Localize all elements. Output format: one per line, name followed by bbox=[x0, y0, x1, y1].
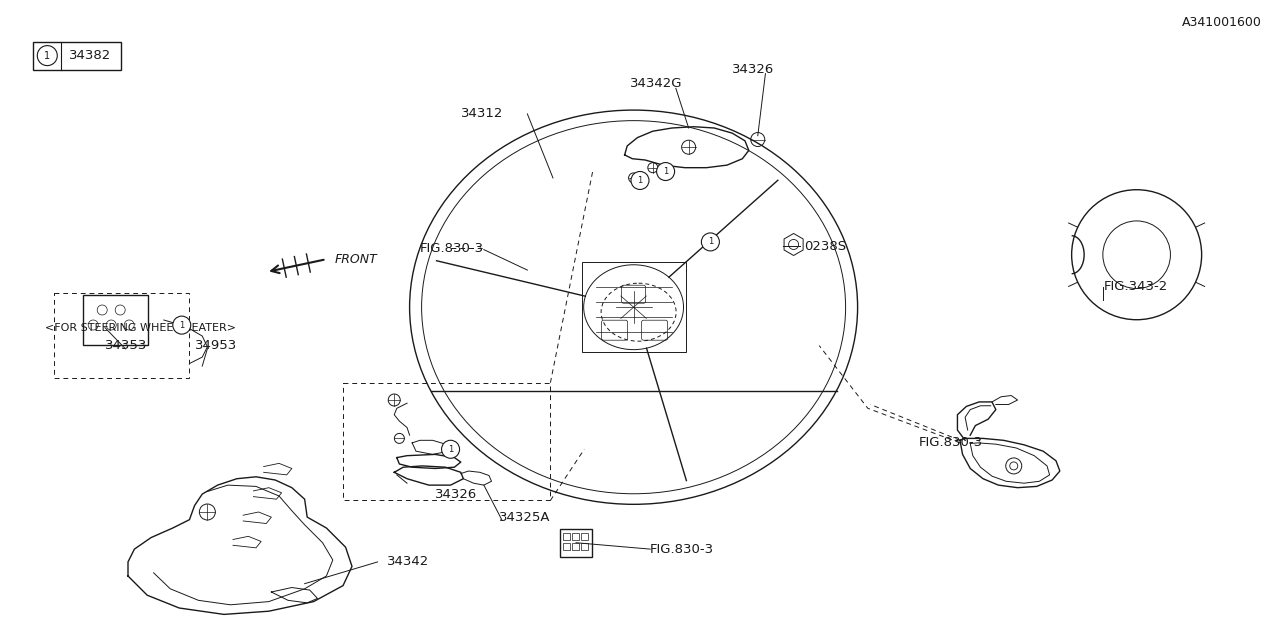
Text: 34953: 34953 bbox=[195, 339, 237, 352]
Text: 1: 1 bbox=[45, 51, 50, 61]
Text: FRONT: FRONT bbox=[334, 253, 378, 266]
Text: FIG.830-3: FIG.830-3 bbox=[650, 543, 714, 556]
Text: 34326: 34326 bbox=[435, 488, 477, 500]
Text: 1: 1 bbox=[708, 237, 713, 246]
Circle shape bbox=[442, 440, 460, 458]
Text: 34353: 34353 bbox=[105, 339, 147, 352]
Text: A341001600: A341001600 bbox=[1183, 15, 1262, 29]
Text: 1: 1 bbox=[448, 445, 453, 454]
Text: FIG.343-2: FIG.343-2 bbox=[1103, 280, 1167, 293]
Text: 1: 1 bbox=[179, 321, 184, 330]
Circle shape bbox=[173, 316, 191, 334]
Text: 0238S: 0238S bbox=[804, 240, 846, 253]
Circle shape bbox=[37, 45, 58, 66]
Text: 34382: 34382 bbox=[69, 49, 111, 62]
Text: 34312: 34312 bbox=[461, 108, 503, 120]
Text: FIG.830-3: FIG.830-3 bbox=[919, 436, 983, 449]
Text: <FOR STEERING WHEEL HEATER>: <FOR STEERING WHEEL HEATER> bbox=[45, 323, 236, 333]
Text: 34326: 34326 bbox=[732, 63, 774, 76]
Circle shape bbox=[631, 172, 649, 189]
Text: 34342G: 34342G bbox=[630, 77, 682, 90]
Circle shape bbox=[657, 163, 675, 180]
Text: 1: 1 bbox=[637, 176, 643, 185]
Text: FIG.830-3: FIG.830-3 bbox=[420, 242, 484, 255]
Circle shape bbox=[701, 233, 719, 251]
Text: 1: 1 bbox=[663, 167, 668, 176]
Text: 34342: 34342 bbox=[387, 556, 429, 568]
Text: 34325A: 34325A bbox=[499, 511, 550, 524]
